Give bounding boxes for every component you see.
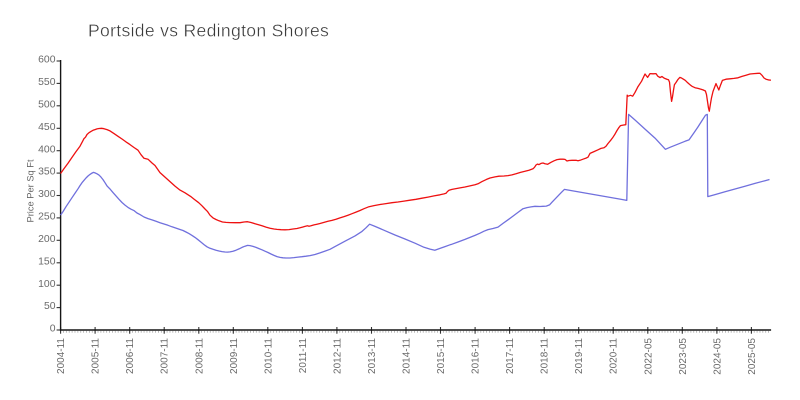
- svg-text:500: 500: [38, 99, 56, 110]
- svg-text:2007-11: 2007-11: [160, 338, 171, 374]
- svg-text:2011-11: 2011-11: [298, 338, 309, 374]
- svg-text:400: 400: [38, 144, 56, 155]
- svg-text:50: 50: [44, 301, 56, 312]
- svg-text:2023-05: 2023-05: [678, 338, 689, 375]
- svg-text:2024-05: 2024-05: [712, 338, 723, 375]
- svg-text:450: 450: [38, 122, 56, 133]
- svg-text:100: 100: [38, 279, 56, 290]
- svg-text:600: 600: [38, 55, 56, 66]
- svg-text:2018-11: 2018-11: [540, 338, 551, 374]
- svg-text:150: 150: [38, 256, 56, 267]
- svg-text:350: 350: [38, 167, 56, 178]
- svg-text:2015-11: 2015-11: [436, 338, 447, 374]
- svg-text:250: 250: [38, 212, 56, 223]
- svg-text:2004-11: 2004-11: [56, 338, 67, 374]
- svg-text:2008-11: 2008-11: [194, 338, 205, 374]
- svg-text:2012-11: 2012-11: [332, 338, 343, 374]
- svg-text:2016-11: 2016-11: [471, 338, 482, 374]
- svg-text:2010-11: 2010-11: [263, 338, 274, 374]
- svg-text:Price Per Sq Ft: Price Per Sq Ft: [26, 159, 36, 222]
- svg-text:2020-11: 2020-11: [609, 338, 620, 374]
- svg-text:2019-11: 2019-11: [574, 338, 585, 374]
- svg-text:2006-11: 2006-11: [125, 338, 136, 374]
- svg-text:200: 200: [38, 234, 56, 245]
- svg-text:2009-11: 2009-11: [229, 338, 240, 374]
- svg-text:2025-05: 2025-05: [747, 338, 758, 375]
- svg-text:2013-11: 2013-11: [367, 338, 378, 374]
- svg-text:550: 550: [38, 77, 56, 88]
- svg-text:300: 300: [38, 189, 56, 200]
- svg-text:2014-11: 2014-11: [402, 338, 413, 374]
- svg-text:Portside vs Redington Shores: Portside vs Redington Shores: [88, 20, 329, 40]
- svg-text:2022-05: 2022-05: [643, 338, 654, 375]
- svg-text:2017-11: 2017-11: [505, 338, 516, 374]
- svg-text:0: 0: [50, 324, 56, 335]
- svg-text:2005-11: 2005-11: [91, 338, 102, 374]
